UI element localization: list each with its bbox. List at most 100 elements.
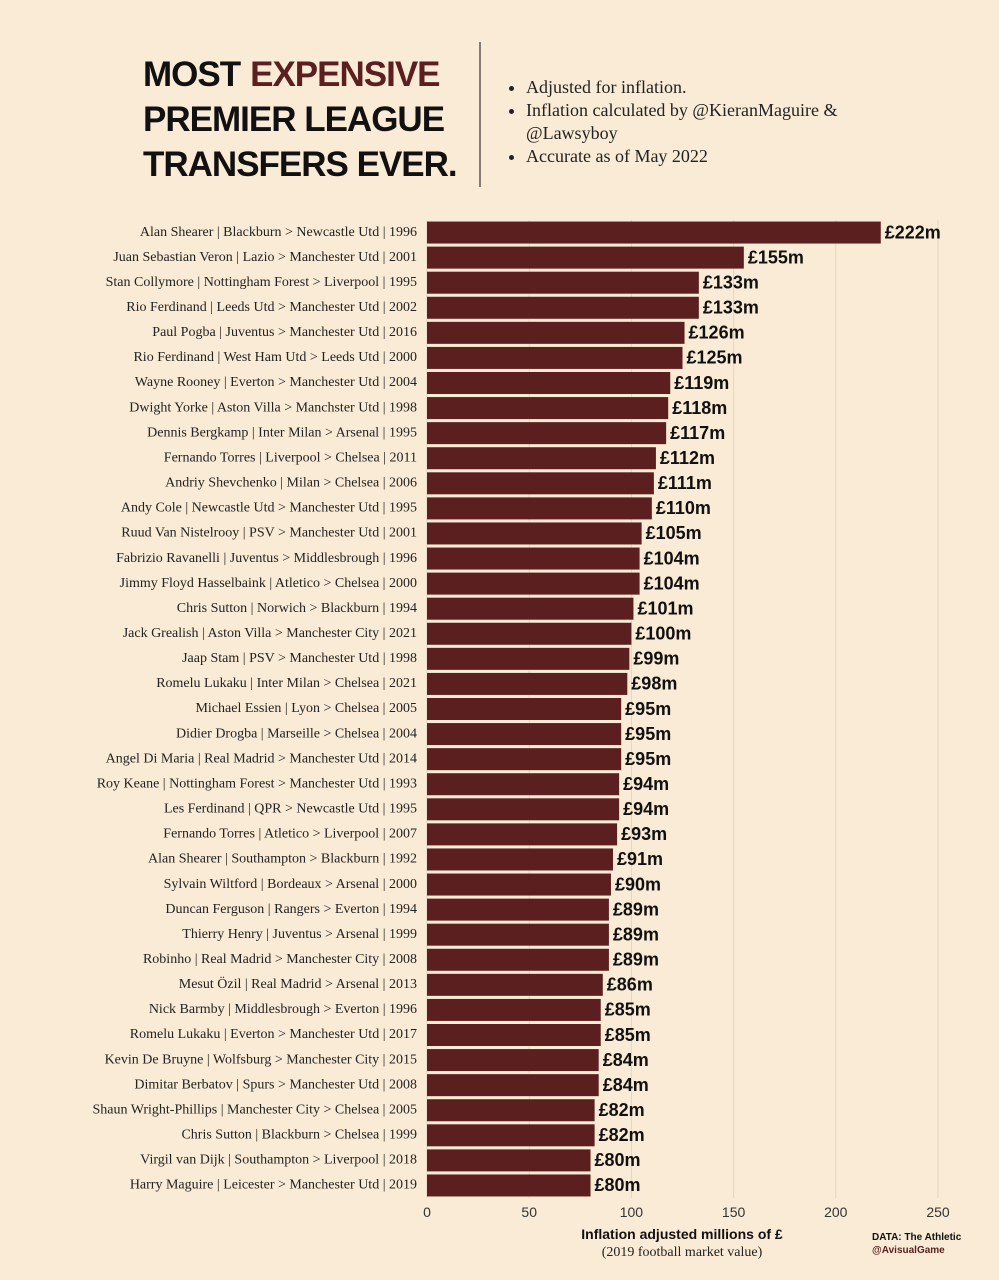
category-label: Duncan Ferguson | Rangers > Everton | 19… — [165, 902, 417, 917]
value-label: £105m — [646, 523, 702, 543]
bar — [427, 296, 699, 319]
x-tick-label: 100 — [620, 1204, 644, 1220]
category-label: Sylvain Wiltford | Bordeaux > Arsenal | … — [164, 877, 417, 892]
chart-title-line: MOST EXPENSIVE — [143, 55, 440, 94]
x-axis-label: Inflation adjusted millions of £ — [581, 1226, 783, 1242]
value-label: £85m — [605, 1000, 651, 1020]
value-label: £118m — [672, 398, 727, 418]
category-label: Nick Barmby | Middlesbrough > Everton | … — [149, 1002, 417, 1017]
bar — [427, 773, 620, 796]
bar — [427, 923, 609, 946]
category-label: Roy Keane | Nottingham Forest > Manchest… — [97, 776, 417, 791]
category-label: Paul Pogba | Juventus > Manchester Utd |… — [152, 325, 417, 340]
value-label: £133m — [703, 298, 759, 318]
bar — [427, 1099, 595, 1122]
bar — [427, 547, 640, 570]
bar — [427, 321, 685, 344]
value-label: £80m — [595, 1175, 641, 1195]
bar — [427, 522, 642, 545]
bar — [427, 622, 632, 645]
bars: Alan Shearer | Blackburn > Newcastle Utd… — [92, 221, 941, 1197]
value-label: £94m — [623, 799, 669, 819]
category-label: Juan Sebastian Veron | Lazio > Mancheste… — [113, 250, 417, 265]
x-tick-label: 150 — [722, 1204, 746, 1220]
value-label: £95m — [625, 749, 671, 769]
bar — [427, 221, 881, 244]
bar — [427, 1124, 595, 1147]
value-label: £84m — [603, 1075, 649, 1095]
bar — [427, 998, 601, 1021]
x-tick-label: 200 — [824, 1204, 848, 1220]
bar — [427, 873, 611, 896]
value-label: £89m — [613, 924, 659, 944]
value-label: £95m — [625, 699, 671, 719]
category-label: Les Ferdinand | QPR > Newcastle Utd | 19… — [164, 802, 417, 817]
category-label: Fernando Torres | Liverpool > Chelsea | … — [164, 450, 417, 465]
bar — [427, 1174, 591, 1197]
bar — [427, 572, 640, 595]
value-label: £98m — [631, 674, 677, 694]
value-label: £222m — [885, 222, 941, 242]
source: DATA: The Athletic — [872, 1232, 962, 1243]
value-label: £119m — [674, 373, 729, 393]
notes: Adjusted for inflation. Inflation calcul… — [506, 76, 871, 168]
value-label: £84m — [603, 1050, 649, 1070]
category-label: Robinho | Real Madrid > Manchester City … — [143, 952, 417, 967]
category-label: Jaap Stam | PSV > Manchester Utd | 1998 — [182, 651, 417, 666]
credit: @AvisualGame — [872, 1245, 945, 1256]
bar — [427, 748, 622, 771]
value-label: £133m — [703, 272, 759, 292]
category-label: Virgil van Dijk | Southampton > Liverpoo… — [140, 1153, 417, 1168]
bar — [427, 397, 669, 420]
value-label: £91m — [617, 849, 663, 869]
bar — [427, 372, 671, 394]
value-label: £125m — [687, 348, 743, 368]
bar — [427, 848, 614, 871]
chart-title-line: TRANSFERS EVER. — [143, 145, 457, 184]
value-label: £100m — [635, 624, 691, 644]
category-label: Alan Shearer | Southampton > Blackburn |… — [148, 852, 417, 867]
value-label: £111m — [658, 473, 712, 493]
note: Adjusted for inflation. — [526, 76, 871, 99]
value-label: £85m — [605, 1025, 651, 1045]
bar — [427, 723, 622, 746]
category-label: Andriy Shevchenko | Milan > Chelsea | 20… — [165, 476, 417, 491]
bar — [427, 948, 609, 971]
category-label: Mesut Özil | Real Madrid > Arsenal | 201… — [179, 975, 417, 992]
value-label: £104m — [644, 548, 700, 568]
category-label: Dimitar Berbatov | Spurs > Manchester Ut… — [134, 1077, 417, 1092]
bar — [427, 1049, 599, 1072]
bar — [427, 271, 699, 294]
category-label: Andy Cole | Newcastle Utd > Manchester U… — [121, 501, 417, 516]
category-label: Didier Drogba | Marseille > Chelsea | 20… — [176, 726, 417, 741]
category-label: Jack Grealish | Aston Villa > Manchester… — [123, 626, 417, 641]
bar — [427, 1024, 601, 1046]
bar — [427, 346, 683, 369]
bar — [427, 823, 618, 846]
category-label: Romelu Lukaku | Inter Milan > Chelsea | … — [156, 676, 417, 691]
value-label: £110m — [656, 498, 711, 518]
category-label: Rio Ferdinand | West Ham Utd > Leeds Utd… — [133, 350, 417, 365]
x-tick-label: 250 — [926, 1204, 950, 1220]
value-label: £90m — [615, 874, 661, 894]
category-label: Chris Sutton | Blackburn > Chelsea | 199… — [181, 1128, 417, 1143]
bar — [427, 447, 656, 470]
value-label: £89m — [613, 899, 659, 919]
value-label: £93m — [621, 824, 667, 844]
value-label: £101m — [637, 598, 693, 618]
category-label: Fernando Torres | Atletico > Liverpool |… — [163, 827, 417, 842]
bar — [427, 973, 603, 996]
category-label: Shaun Wright-Phillips | Manchester City … — [92, 1102, 417, 1117]
category-label: Jimmy Floyd Hasselbaink | Atletico > Che… — [120, 576, 417, 591]
bar — [427, 422, 667, 445]
value-label: £82m — [599, 1125, 645, 1145]
title-highlight: EXPENSIVE — [250, 55, 439, 94]
category-label: Ruud Van Nistelrooy | PSV > Manchester U… — [121, 526, 417, 541]
bar — [427, 898, 609, 921]
value-label: £112m — [660, 448, 715, 468]
category-label: Romelu Lukaku | Everton > Manchester Utd… — [130, 1027, 417, 1042]
note: Accurate as of May 2022 — [526, 145, 871, 168]
bar — [427, 647, 630, 670]
category-label: Angel Di Maria | Real Madrid > Mancheste… — [106, 751, 417, 766]
